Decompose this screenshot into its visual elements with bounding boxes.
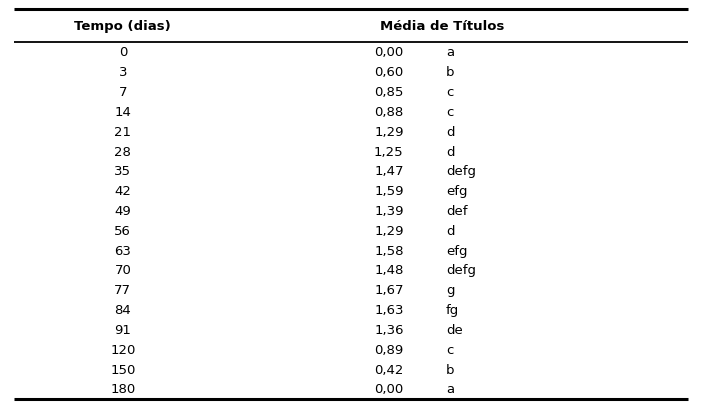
Text: 84: 84 bbox=[114, 303, 131, 316]
Text: 1,63: 1,63 bbox=[374, 303, 404, 316]
Text: 0: 0 bbox=[119, 46, 127, 59]
Text: 1,29: 1,29 bbox=[374, 224, 404, 237]
Text: efg: efg bbox=[446, 185, 468, 198]
Text: c: c bbox=[446, 343, 453, 356]
Text: 42: 42 bbox=[114, 185, 131, 198]
Text: 1,36: 1,36 bbox=[374, 323, 404, 336]
Text: 0,85: 0,85 bbox=[374, 86, 404, 99]
Text: d: d bbox=[446, 126, 454, 138]
Text: 1,29: 1,29 bbox=[374, 126, 404, 138]
Text: def: def bbox=[446, 204, 468, 218]
Text: c: c bbox=[446, 86, 453, 99]
Text: 0,00: 0,00 bbox=[374, 382, 404, 396]
Text: de: de bbox=[446, 323, 463, 336]
Text: 70: 70 bbox=[114, 264, 131, 277]
Text: 1,59: 1,59 bbox=[374, 185, 404, 198]
Text: 1,58: 1,58 bbox=[374, 244, 404, 257]
Text: 0,60: 0,60 bbox=[374, 66, 404, 79]
Text: 35: 35 bbox=[114, 165, 131, 178]
Text: 1,39: 1,39 bbox=[374, 204, 404, 218]
Text: 21: 21 bbox=[114, 126, 131, 138]
Text: 63: 63 bbox=[114, 244, 131, 257]
Text: 1,25: 1,25 bbox=[374, 145, 404, 158]
Text: 49: 49 bbox=[114, 204, 131, 218]
Text: d: d bbox=[446, 145, 454, 158]
Text: 1,67: 1,67 bbox=[374, 283, 404, 297]
Text: 0,89: 0,89 bbox=[374, 343, 404, 356]
Text: 3: 3 bbox=[119, 66, 127, 79]
Text: d: d bbox=[446, 224, 454, 237]
Text: 91: 91 bbox=[114, 323, 131, 336]
Text: 1,48: 1,48 bbox=[374, 264, 404, 277]
Text: 120: 120 bbox=[110, 343, 135, 356]
Text: b: b bbox=[446, 363, 454, 375]
Text: 0,00: 0,00 bbox=[374, 46, 404, 59]
Text: 0,42: 0,42 bbox=[374, 363, 404, 375]
Text: 7: 7 bbox=[119, 86, 127, 99]
Text: 150: 150 bbox=[110, 363, 135, 375]
Text: a: a bbox=[446, 46, 454, 59]
Text: a: a bbox=[446, 382, 454, 396]
Text: 77: 77 bbox=[114, 283, 131, 297]
Text: defg: defg bbox=[446, 264, 476, 277]
Text: efg: efg bbox=[446, 244, 468, 257]
Text: g: g bbox=[446, 283, 454, 297]
Text: 56: 56 bbox=[114, 224, 131, 237]
Text: c: c bbox=[446, 106, 453, 119]
Text: 14: 14 bbox=[114, 106, 131, 119]
Text: fg: fg bbox=[446, 303, 459, 316]
Text: 180: 180 bbox=[110, 382, 135, 396]
Text: 28: 28 bbox=[114, 145, 131, 158]
Text: Média de Títulos: Média de Títulos bbox=[380, 20, 505, 33]
Text: 1,47: 1,47 bbox=[374, 165, 404, 178]
Text: b: b bbox=[446, 66, 454, 79]
Text: 0,88: 0,88 bbox=[374, 106, 404, 119]
Text: defg: defg bbox=[446, 165, 476, 178]
Text: Tempo (dias): Tempo (dias) bbox=[74, 20, 171, 33]
